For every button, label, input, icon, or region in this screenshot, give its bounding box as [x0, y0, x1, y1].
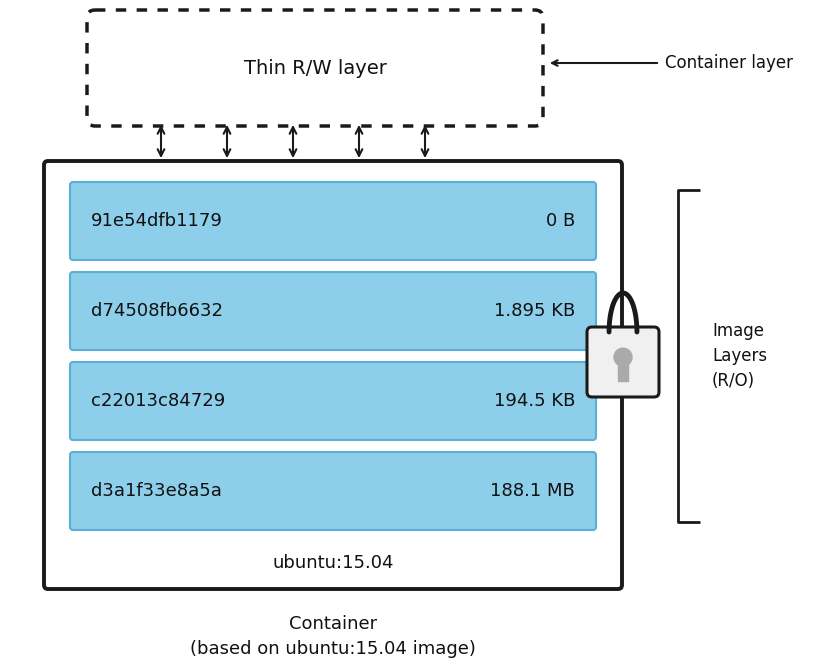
Text: d74508fb6632: d74508fb6632 [91, 302, 223, 320]
Text: 188.1 MB: 188.1 MB [491, 482, 575, 500]
Text: 194.5 KB: 194.5 KB [494, 392, 575, 410]
Text: 1.895 KB: 1.895 KB [494, 302, 575, 320]
Text: 0 B: 0 B [546, 212, 575, 230]
FancyBboxPatch shape [70, 452, 596, 530]
Text: Container
(based on ubuntu:15.04 image): Container (based on ubuntu:15.04 image) [190, 615, 476, 658]
Text: ubuntu:15.04: ubuntu:15.04 [272, 554, 394, 572]
FancyBboxPatch shape [70, 182, 596, 260]
Circle shape [614, 348, 632, 366]
FancyBboxPatch shape [87, 10, 543, 126]
FancyBboxPatch shape [44, 161, 622, 589]
Text: Container layer: Container layer [665, 54, 793, 72]
Text: Image
Layers
(R/O): Image Layers (R/O) [712, 322, 767, 390]
Text: 91e54dfb1179: 91e54dfb1179 [91, 212, 222, 230]
Text: d3a1f33e8a5a: d3a1f33e8a5a [91, 482, 222, 500]
Text: c22013c84729: c22013c84729 [91, 392, 225, 410]
FancyBboxPatch shape [70, 362, 596, 440]
FancyBboxPatch shape [587, 327, 659, 397]
Text: Thin R/W layer: Thin R/W layer [244, 58, 386, 77]
FancyBboxPatch shape [70, 272, 596, 350]
